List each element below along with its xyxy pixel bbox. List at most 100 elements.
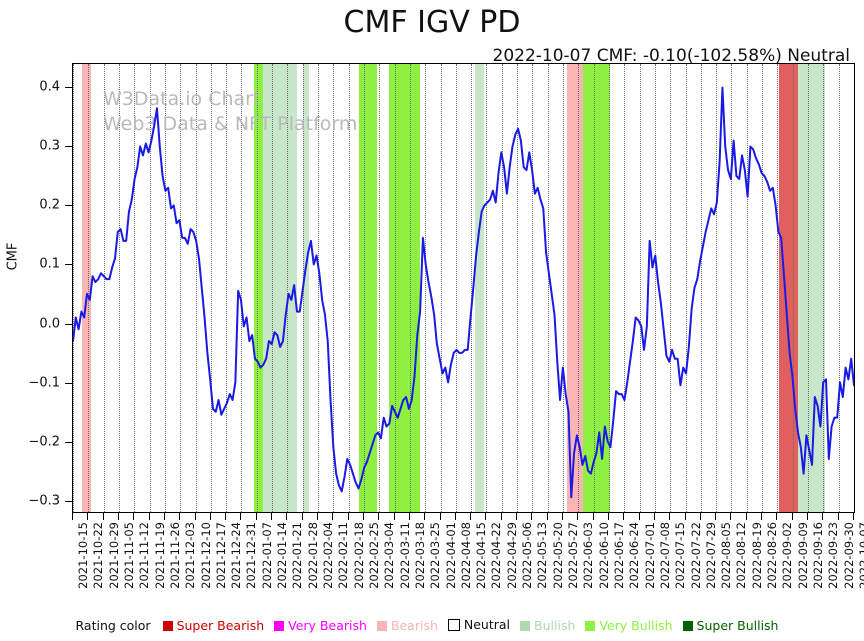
gridline xyxy=(333,64,335,512)
legend-items: Super Bearish Very Bearish Bearish Neutral B… xyxy=(162,617,789,634)
x-tick-label: 2021-12-03 xyxy=(183,522,198,589)
legend-item-very-bearish[interactable]: Very Bearish xyxy=(274,618,367,633)
x-tick-label: 2022-08-05 xyxy=(719,522,734,589)
gridline xyxy=(118,64,120,512)
y-tick-mark xyxy=(65,501,72,503)
x-tick-label: 2021-11-12 xyxy=(137,522,152,589)
x-tick-mark xyxy=(699,513,701,520)
x-tick-label: 2022-04-15 xyxy=(474,522,489,589)
gridline xyxy=(440,64,442,512)
gridline xyxy=(685,64,687,512)
x-tick-mark xyxy=(822,513,824,520)
gridline xyxy=(409,64,411,512)
legend-label: Bearish xyxy=(390,618,438,633)
x-tick-mark xyxy=(408,513,410,520)
y-tick-mark xyxy=(65,323,72,325)
legend-item-neutral[interactable]: Neutral xyxy=(447,617,510,632)
gridline xyxy=(471,64,473,512)
x-tick-mark xyxy=(225,513,227,520)
x-tick-label: 2021-10-15 xyxy=(76,522,90,589)
x-tick-mark xyxy=(362,513,364,520)
gridline xyxy=(593,64,595,512)
x-tick-mark xyxy=(347,513,349,520)
gridline xyxy=(563,64,565,512)
y-tick-mark xyxy=(65,441,72,443)
y-tick-label: 0.4 xyxy=(39,79,60,95)
y-tick-mark xyxy=(65,382,72,384)
x-tick-mark xyxy=(194,513,196,520)
x-tick-mark xyxy=(72,513,73,520)
gridline xyxy=(348,64,350,512)
x-tick-label: 2022-05-06 xyxy=(520,522,535,589)
legend-item-very-bullish[interactable]: Very Bullish xyxy=(585,618,673,633)
x-tick-mark xyxy=(531,513,533,520)
gridline xyxy=(180,64,182,512)
y-tick-mark xyxy=(65,86,72,88)
x-tick-label: 2022-08-26 xyxy=(765,522,780,589)
cmf-line-series xyxy=(73,64,854,512)
x-tick-label: 2022-06-10 xyxy=(596,522,611,589)
x-tick-mark xyxy=(317,513,319,520)
legend-item-super-bearish[interactable]: Super Bearish xyxy=(162,618,264,633)
x-tick-mark xyxy=(623,513,625,520)
x-tick-mark xyxy=(577,513,579,520)
gridline xyxy=(517,64,519,512)
x-tick-label: 2021-11-19 xyxy=(152,522,167,589)
x-tick-label: 2021-10-22 xyxy=(91,522,106,589)
rating-band-bearish xyxy=(82,64,92,512)
x-tick-label: 2022-05-27 xyxy=(566,522,581,589)
x-tick-mark xyxy=(791,513,793,520)
x-tick-label: 2022-05-20 xyxy=(550,522,565,589)
legend-item-bearish[interactable]: Bearish xyxy=(376,618,438,633)
x-tick-mark xyxy=(179,513,181,520)
x-tick-label: 2022-03-11 xyxy=(397,522,412,589)
rating-band-very-bullish xyxy=(358,64,377,512)
x-tick-label: 2022-06-24 xyxy=(627,522,642,589)
x-tick-mark xyxy=(730,513,732,520)
x-tick-mark xyxy=(286,513,288,520)
gridline xyxy=(746,64,748,512)
legend-item-super-bullish[interactable]: Super Bullish xyxy=(682,618,778,633)
x-tick-mark xyxy=(454,513,456,520)
gridline xyxy=(854,64,855,512)
legend-item-bullish[interactable]: Bullish xyxy=(520,618,575,633)
x-tick-mark xyxy=(148,513,150,520)
x-tick-mark xyxy=(255,513,257,520)
x-tick-mark xyxy=(638,513,640,520)
gridline xyxy=(425,64,427,512)
gridline xyxy=(823,64,825,512)
gridline xyxy=(777,64,779,512)
x-tick-label: 2022-01-14 xyxy=(275,522,290,589)
gridline xyxy=(654,64,656,512)
x-tick-mark xyxy=(301,513,303,520)
gridline xyxy=(287,64,289,512)
y-tick-label: −0.2 xyxy=(28,434,60,450)
rating-band-very-bullish xyxy=(254,64,264,512)
y-tick-label: 0.0 xyxy=(39,316,60,332)
x-tick-mark xyxy=(424,513,426,520)
x-tick-label: 2022-09-02 xyxy=(780,522,795,589)
gridline xyxy=(164,64,166,512)
rating-band-very-bullish xyxy=(389,64,420,512)
x-tick-mark xyxy=(653,513,655,520)
x-tick-label: 2022-03-18 xyxy=(412,522,427,589)
x-axis-ticks: 2021-10-15 2021-10-22 2021-10-29 2021-11-05… xyxy=(72,513,864,623)
x-tick-label: 2022-01-28 xyxy=(305,522,320,589)
x-tick-label: 2022-04-29 xyxy=(504,522,519,589)
x-tick-label: 2022-01-07 xyxy=(259,522,274,589)
x-tick-mark xyxy=(163,513,165,520)
x-tick-mark xyxy=(761,513,763,520)
x-tick-label: 2022-03-25 xyxy=(428,522,443,589)
legend-swatch-icon xyxy=(520,620,531,631)
x-tick-label: 2022-02-11 xyxy=(336,522,351,589)
x-tick-label: 2022-07-08 xyxy=(657,522,672,589)
gridline xyxy=(716,64,718,512)
gridline xyxy=(624,64,626,512)
rating-band-bullish xyxy=(303,64,310,512)
gridline xyxy=(808,64,810,512)
rating-band-bullish xyxy=(263,64,298,512)
x-tick-mark xyxy=(240,513,242,520)
x-tick-label: 2022-08-19 xyxy=(749,522,764,589)
x-tick-mark xyxy=(745,513,747,520)
